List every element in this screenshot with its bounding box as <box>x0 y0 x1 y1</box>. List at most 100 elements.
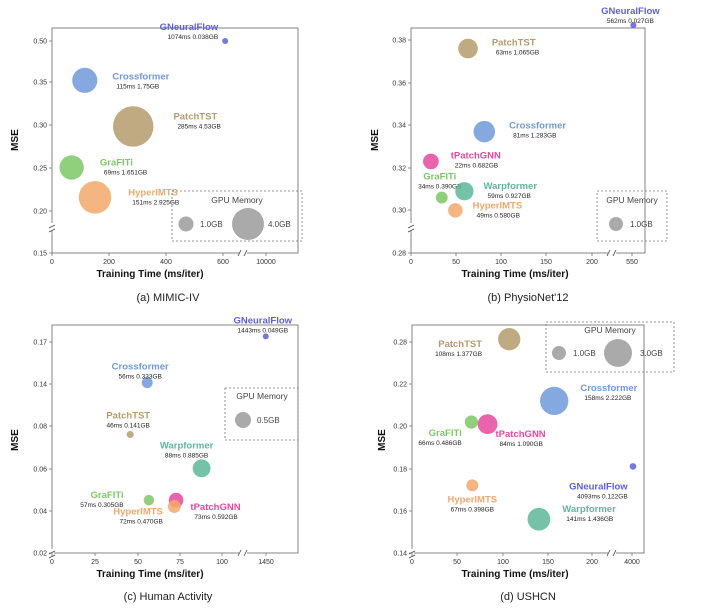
y-tick-label: 0.18 <box>393 467 407 474</box>
y-tick-label: 0.32 <box>392 166 406 173</box>
x-tick-label: 100 <box>495 259 507 266</box>
x-tick-label: 550 <box>626 259 638 266</box>
y-tick-label: 0.36 <box>392 81 406 88</box>
y-tick-label: 0.34 <box>392 123 406 130</box>
bubble-grafiti <box>435 191 448 204</box>
legend-bubble <box>609 217 623 231</box>
chart-panel-2: 0 50 100 150 200 550 0.28 0.30 0.32 0.34 0.36 0.38 T… <box>370 6 668 304</box>
y-tick-label: 0.28 <box>392 251 406 258</box>
model-name-crossformer: Crossformer <box>112 71 169 82</box>
y-tick-label: 0.15 <box>33 251 47 258</box>
x-tick-label: 50 <box>453 559 461 566</box>
y-tick-label: 0.20 <box>33 209 47 216</box>
model-name-tpatchgnn: tPatchGNN <box>496 429 546 440</box>
model-name-grafiti: GraFITi <box>91 490 124 501</box>
bubble-patchtst <box>498 328 521 351</box>
model-stats-grafiti: 66ms 0.486GB <box>418 440 461 447</box>
bubble-crossformer <box>141 377 153 389</box>
model-stats-gneuralflow: 1074ms 0.038GB <box>168 34 219 41</box>
model-name-warpformer: Warpformer <box>160 440 214 451</box>
model-stats-patchtst: 46ms 0.141GB <box>107 422 150 429</box>
y-axis-title: MSE <box>370 129 381 151</box>
model-name-crossformer: Crossformer <box>509 121 566 132</box>
chart-panel-1: 0 200 400 600 10000 0.15 0.20 0.25 0.30 0.35 0.50 T… <box>10 22 303 304</box>
model-name-gneuralflow: GNeuralFlow <box>233 315 292 326</box>
x-tick-label: 10000 <box>256 259 276 266</box>
axis-break-mask <box>608 251 616 255</box>
x-axis-break <box>237 549 248 557</box>
x-tick-label: 25 <box>91 559 99 566</box>
model-name-patchtst: PatchTST <box>106 410 150 421</box>
bubble-warpformer <box>192 459 211 478</box>
bubble-grafiti <box>464 415 479 429</box>
y-tick-label: 0.08 <box>33 424 47 431</box>
axis-break-mask <box>608 551 616 555</box>
y-tick-label: 0.35 <box>33 80 47 87</box>
bubble-crossformer <box>72 67 98 93</box>
model-name-hyperimts: HyperIMTS <box>473 200 523 211</box>
legend-size-label: 4.0GB <box>268 220 291 229</box>
model-stats-tpatchgnn: 22ms 0.682GB <box>455 162 498 169</box>
y-tick-label: 0.06 <box>33 467 47 474</box>
model-name-patchtst: PatchTST <box>173 111 217 122</box>
model-name-grafiti: GraFITi <box>429 428 462 439</box>
x-tick-label: 200 <box>586 259 598 266</box>
model-name-patchtst: PatchTST <box>492 38 536 49</box>
bubble-crossformer <box>473 120 496 143</box>
x-tick-label: 50 <box>134 559 142 566</box>
model-stats-patchtst: 108ms 1.377GB <box>435 351 482 358</box>
x-axis-title: Training Time (ms/iter) <box>461 269 568 280</box>
bubble-tpatchgnn <box>423 153 439 170</box>
model-stats-warpformer: 88ms 0.885GB <box>165 452 208 459</box>
plot-frame <box>411 324 645 554</box>
bubble-gneuralflow <box>262 333 269 340</box>
model-name-gneuralflow: GNeuralFlow <box>601 6 660 17</box>
bubble-crossformer <box>540 386 569 416</box>
bubble-tpatchgnn <box>477 414 498 435</box>
model-stats-hyperimts: 49ms 0.580GB <box>477 212 520 219</box>
model-name-crossformer: Crossformer <box>580 383 637 394</box>
model-name-gneuralflow: GNeuralFlow <box>569 481 628 492</box>
y-axis-title: MSE <box>10 429 21 451</box>
x-axis-title: Training Time (ms/iter) <box>96 569 203 580</box>
y-tick-label: 0.14 <box>393 551 407 558</box>
y-tick-label: 0.22 <box>393 382 407 389</box>
bubble-gneuralflow <box>629 463 637 470</box>
plot-frame <box>51 27 299 254</box>
y-tick-label: 0.04 <box>33 509 47 516</box>
model-name-grafiti: GraFITi <box>100 158 133 169</box>
axis-break-mask <box>239 551 247 555</box>
bubble-gneuralflow <box>222 38 229 44</box>
model-stats-gneuralflow: 4093ms 0.122GB <box>577 493 628 500</box>
model-stats-warpformer: 141ms 1.436GB <box>566 516 613 523</box>
y-tick-label: 0.17 <box>33 340 47 347</box>
model-stats-hyperimts: 151ms 2.925GB <box>132 199 179 206</box>
model-name-hyperimts: HyperIMTS <box>447 494 497 505</box>
model-name-warpformer: Warpformer <box>484 181 538 192</box>
y-tick-label: 0.20 <box>393 424 407 431</box>
gpu-memory-legend-title: GPU Memory <box>606 195 658 205</box>
gpu-memory-legend <box>224 387 299 441</box>
y-tick-label: 0.28 <box>393 340 407 347</box>
bubble-patchtst <box>126 430 134 439</box>
chart-panel-3: 0 25 50 75 100 1450 0.02 0.04 0.06 0.08 0.14 0.17 Tr… <box>10 315 299 603</box>
x-tick-label: 400 <box>160 259 172 266</box>
y-tick-label: 0.14 <box>33 382 47 389</box>
y-axis-title: MSE <box>10 129 21 151</box>
y-axis-break <box>407 224 415 233</box>
model-name-warpformer: Warpformer <box>562 504 616 515</box>
x-tick-label: 150 <box>542 559 554 566</box>
x-tick-label: 75 <box>176 559 184 566</box>
x-tick-label: 0 <box>410 559 414 566</box>
bubble-hyperimts <box>167 499 181 513</box>
model-stats-patchtst: 63ms 1.065GB <box>496 50 539 57</box>
bubble-hyperimts <box>466 479 479 492</box>
legend-size-label: 1.0GB <box>630 220 653 229</box>
model-stats-grafiti: 57ms 0.305GB <box>80 502 123 509</box>
gpu-memory-legend-title: GPU Memory <box>211 195 263 205</box>
axis-break-mask <box>239 251 247 255</box>
legend-size-label: 1.0GB <box>573 349 596 358</box>
legend-bubble <box>604 339 632 367</box>
x-tick-label: 4000 <box>624 559 640 566</box>
y-tick-label: 0.30 <box>392 208 406 215</box>
